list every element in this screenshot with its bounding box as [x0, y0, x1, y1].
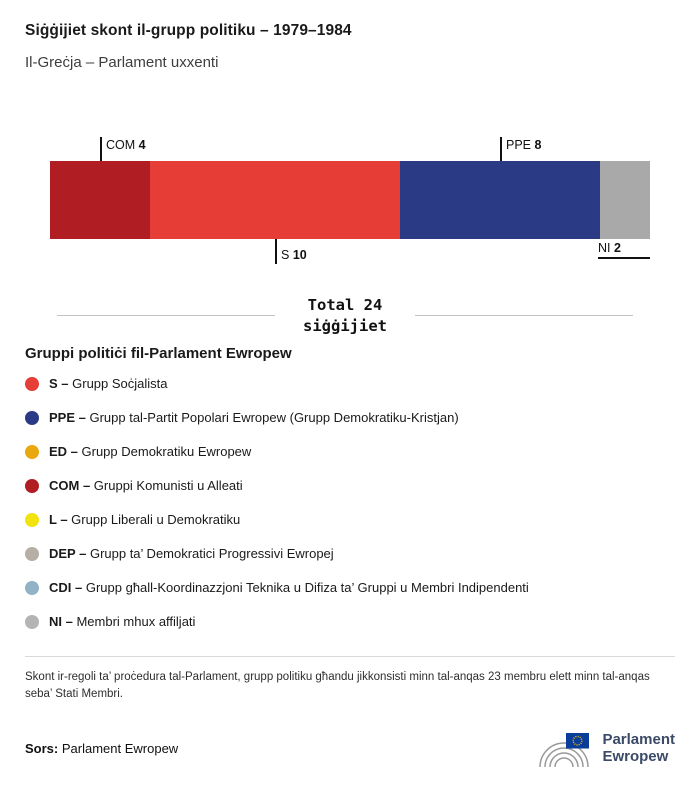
source-line: Sors: Parlament Ewropew	[25, 741, 178, 756]
legend-dot-l	[25, 512, 39, 527]
bar-label-ni: NI 2	[598, 241, 650, 259]
legend-dot-ni	[25, 614, 39, 629]
page-title: Siġġijiet skont il-grupp politiku – 1979…	[25, 22, 352, 39]
bar-label-com: COM 4	[106, 138, 146, 152]
legend-list: S – Grupp Soċjalista PPE – Grupp tal-Part…	[25, 376, 675, 630]
bar-label-s: S 10	[281, 248, 307, 262]
total-label-line1: Total 24	[307, 296, 383, 314]
legend-heading: Gruppi politiċi fil-Parlament Ewropew	[25, 344, 292, 362]
legend-dot-com	[25, 478, 39, 493]
bar-segment-s[interactable]	[150, 161, 400, 239]
total-rule-right	[415, 315, 633, 317]
bar-segment-com[interactable]	[50, 161, 150, 239]
footnote-divider	[25, 655, 675, 657]
total-callout: Total 24 siġġijiet	[57, 295, 633, 337]
legend-dot-s	[25, 376, 39, 391]
callout-line-ppe	[500, 137, 502, 161]
total-rule-left	[57, 315, 275, 317]
header: Siġġijiet skont il-grupp politiku – 1979…	[25, 22, 675, 71]
legend-dot-ed	[25, 444, 39, 459]
legend-item-ed: ED – Grupp Demokratiku Ewropew	[25, 444, 675, 460]
legend-text-s: S – Grupp Soċjalista	[49, 375, 168, 391]
bar-area: COM 4 S 10 PPE 8 NI 2	[50, 137, 650, 264]
ep-logo-text-line2: Ewropew	[602, 748, 669, 766]
footer: Sors: Parlament Ewropew Parlament Ewrope…	[25, 725, 675, 771]
source-value: Parlament Ewropew	[61, 740, 179, 756]
legend-text-cdi: CDI – Grupp għall-Koordinazzjoni Teknika…	[49, 579, 529, 595]
legend-text-dep: DEP – Grupp ta’ Demokratici Progressivi …	[49, 545, 334, 561]
legend-item-cdi: CDI – Grupp għall-Koordinazzjoni Teknika…	[25, 580, 675, 596]
callout-line-s	[275, 239, 277, 264]
ep-logo-text-line1: Parlament	[602, 731, 675, 749]
legend-text-ppe: PPE – Grupp tal-Partit Popolari Ewropew …	[49, 409, 459, 425]
footnote: Skont ir-regoli ta’ proċedura tal-Parlam…	[25, 670, 650, 701]
legend-item-com: COM – Gruppi Komunisti u Alleati	[25, 478, 675, 494]
callout-line-com	[100, 137, 102, 161]
legend-item-dep: DEP – Grupp ta’ Demokratici Progressivi …	[25, 546, 675, 562]
legend-dot-cdi	[25, 580, 39, 595]
total-label: Total 24 siġġijiet	[275, 295, 415, 337]
ep-logo: Parlament Ewropew	[535, 725, 675, 771]
source-label: Sors:	[25, 740, 59, 756]
legend-text-ed: ED – Grupp Demokratiku Ewropew	[49, 443, 252, 459]
bar-segment-ni[interactable]	[600, 161, 650, 239]
page-subtitle: Il-Greċja – Parlament uxxenti	[25, 54, 219, 71]
stacked-bar-chart: COM 4 S 10 PPE 8 NI 2	[25, 137, 675, 264]
bar-label-ppe: PPE 8	[506, 138, 542, 152]
legend-dot-ppe	[25, 410, 39, 425]
legend-item-ppe: PPE – Grupp tal-Partit Popolari Ewropew …	[25, 410, 675, 426]
ep-logo-text: Parlament Ewropew	[602, 731, 675, 766]
legend: Gruppi politiċi fil-Parlament Ewropew S …	[25, 345, 675, 630]
total-label-line2: siġġijiet	[303, 316, 387, 335]
legend-text-ni: NI – Membri mhux affiljati	[49, 613, 196, 629]
legend-item-ni: NI – Membri mhux affiljati	[25, 614, 675, 630]
legend-text-l: L – Grupp Liberali u Demokratiku	[49, 511, 241, 527]
legend-item-s: S – Grupp Soċjalista	[25, 376, 675, 392]
ep-hemicycle-icon	[539, 733, 590, 768]
legend-dot-dep	[25, 546, 39, 561]
bar-segment-ppe[interactable]	[400, 161, 600, 239]
eu-flag-icon	[566, 733, 590, 749]
legend-item-l: L – Grupp Liberali u Demokratiku	[25, 512, 675, 528]
legend-text-com: COM – Gruppi Komunisti u Alleati	[49, 477, 243, 493]
